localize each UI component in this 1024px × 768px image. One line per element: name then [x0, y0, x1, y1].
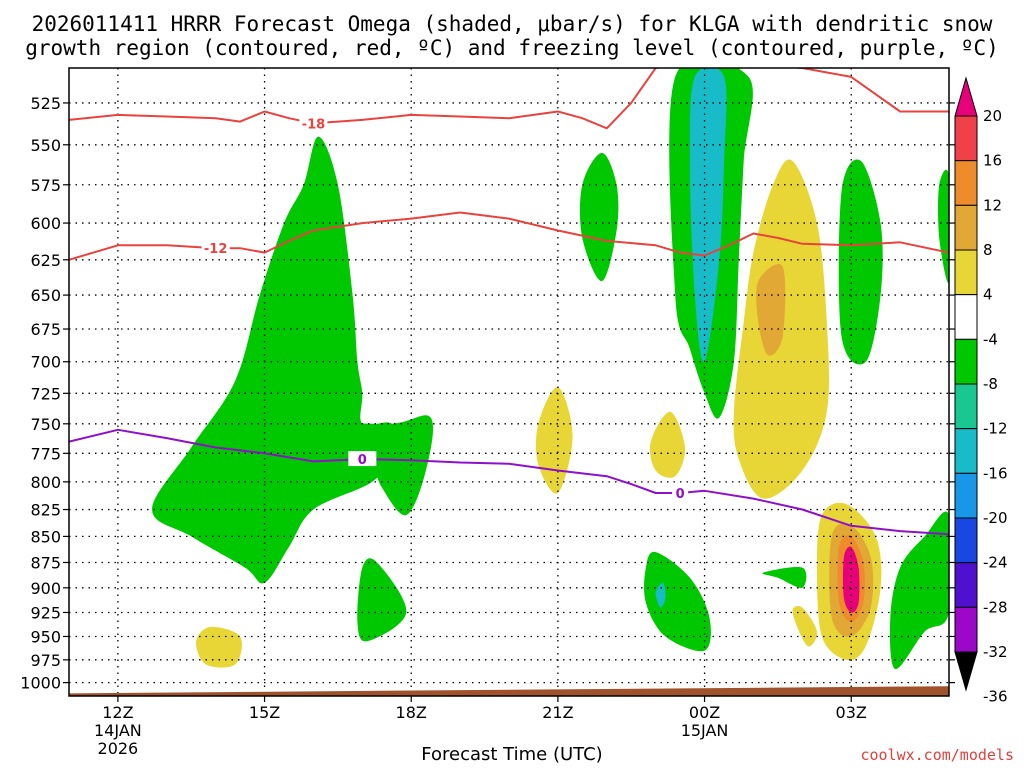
colorbar-label-6: -8	[983, 375, 998, 393]
contour-label-bg-freezing-level	[348, 451, 377, 467]
colorbar-label-0: 20	[983, 107, 1002, 125]
contour-label-bg-dgz-bottom	[201, 240, 230, 256]
credit-link[interactable]: coolwx.com/models	[860, 746, 1014, 764]
plot-frame	[68, 67, 950, 697]
omega-region-descent-lobe-17z	[306, 415, 434, 516]
colorbar-label-9: -20	[983, 509, 1008, 527]
omega-region-ascent-peak-0230z	[843, 546, 860, 613]
xtick-label-21Z: 21Z	[542, 703, 573, 722]
ytick-label-525: 525	[30, 94, 61, 113]
omega-region-descent-core-1530z	[152, 136, 395, 584]
colorbar-label-3: 8	[983, 241, 993, 259]
xtick-label-00Z: 00Z	[689, 703, 720, 722]
ytick-label-575: 575	[30, 176, 61, 195]
ytick-label-650: 650	[30, 286, 61, 305]
omega-region-descent-right-edge	[938, 169, 949, 283]
xtick-label-18Z: 18Z	[396, 703, 427, 722]
colorbar-label-5: -4	[983, 330, 998, 348]
ytick-label-625: 625	[30, 251, 61, 270]
xtick-year-12Z: 2026	[98, 739, 139, 758]
omega-region-ascent-1330z	[196, 626, 242, 668]
y-axis: 525 550 575 600 625 650 675 700 725 750 775 800 825 8…	[20, 94, 955, 693]
colorbar-bin-11	[954, 562, 978, 608]
colorbar-label-1: 16	[983, 152, 1002, 170]
x-axis-label: Forecast Time (UTC)	[421, 744, 603, 765]
ytick-label-725: 725	[30, 384, 61, 403]
ytick-label-1000: 1000	[20, 674, 61, 693]
colorbar-bin-12	[954, 606, 978, 653]
colorbar-bin-1	[954, 115, 978, 162]
ytick-label-925: 925	[30, 603, 61, 622]
omega-shading	[152, 68, 949, 670]
omega-region-descent-low-17z	[357, 558, 407, 642]
colorbar-bin-6	[954, 338, 978, 385]
omega-region-descent-0330z	[838, 159, 883, 365]
colorbar-bin-8	[954, 428, 978, 474]
xtick-date-12Z: 14JAN	[94, 721, 142, 740]
contour-label-bg-dgz-top	[299, 115, 328, 131]
omega-region-descent-2230z	[579, 152, 619, 282]
chart-title-line-2: growth region (contoured, red, ºC) and f…	[25, 36, 999, 60]
colorbar-label-7: -12	[983, 420, 1008, 438]
xtick-label-03Z: 03Z	[836, 703, 867, 722]
omega-region-descent-low-0430z	[889, 511, 949, 670]
colorbar-label-8: -16	[983, 464, 1008, 482]
contour-freezing-level	[69, 428, 949, 536]
omega-region-descent-omega-cyan	[689, 68, 727, 363]
colorbar-bin-4	[954, 249, 978, 296]
colorbar-bin-9	[954, 472, 978, 519]
colorbar-label-12: -32	[983, 643, 1008, 661]
colorbar-bin-7	[954, 383, 978, 430]
contours: -18 -12 0 0	[69, 68, 949, 536]
ground-surface	[69, 686, 949, 696]
ytick-label-975: 975	[30, 651, 61, 670]
ytick-label-600: 600	[30, 214, 61, 233]
ytick-label-800: 800	[30, 473, 61, 492]
colorbar-label-11: -28	[983, 598, 1008, 616]
colorbar-top-arrow	[954, 76, 978, 117]
omega-region-descent-spot-2330z	[655, 582, 666, 608]
ytick-label-850: 850	[30, 527, 61, 546]
xtick-date-00Z: 15JAN	[681, 721, 729, 740]
omega-region-descent-low-2330z	[644, 551, 711, 652]
colorbar-bin-3	[954, 204, 978, 251]
xtick-label-15Z: 15Z	[249, 703, 280, 722]
ytick-label-550: 550	[30, 136, 61, 155]
colorbar-bin-2	[954, 160, 978, 206]
ytick-label-700: 700	[30, 353, 61, 372]
colorbar-bin-10	[954, 517, 978, 564]
contour-dgz-top	[69, 68, 949, 130]
contour-dgz-bottom	[69, 211, 949, 261]
contour-label-freezing-level: 0	[358, 453, 367, 468]
omega-region-ascent-inner-0130z	[756, 264, 786, 356]
contour-label-dgz-top: -18	[302, 117, 326, 132]
ytick-label-875: 875	[30, 553, 61, 572]
ytick-label-775: 775	[30, 444, 61, 463]
colorbar: 20 16 12 8 4 -4 -8 -12 -16 -20 -24 -28 -32 -36	[954, 76, 1008, 706]
contour-label-bg-freezing-level-2	[672, 485, 689, 501]
colorbar-label-13: -36	[983, 688, 1008, 706]
colorbar-label-2: 12	[983, 196, 1002, 214]
contour-label-dgz-bottom: -12	[204, 242, 228, 257]
ytick-label-950: 950	[30, 627, 61, 646]
colorbar-bottom-arrow	[954, 651, 978, 692]
colorbar-bin-5	[954, 294, 978, 340]
ytick-label-900: 900	[30, 579, 61, 598]
omega-region-ascent-2320z	[649, 411, 686, 478]
chart-title-line-1: 2026011411 HRRR Forecast Omega (shaded, …	[31, 12, 993, 36]
colorbar-label-10: -24	[983, 554, 1008, 572]
surface	[69, 686, 949, 696]
omega-region-ascent-2130z	[535, 386, 573, 494]
ytick-label-825: 825	[30, 501, 61, 520]
xtick-label-12Z: 12Z	[102, 703, 133, 722]
ytick-label-675: 675	[30, 320, 61, 339]
ytick-label-750: 750	[30, 415, 61, 434]
gridlines	[69, 68, 949, 696]
colorbar-label-4: 4	[983, 286, 993, 304]
omega-region-descent-small-0130z	[762, 566, 807, 589]
contour-label-freezing-level-2: 0	[676, 487, 685, 502]
